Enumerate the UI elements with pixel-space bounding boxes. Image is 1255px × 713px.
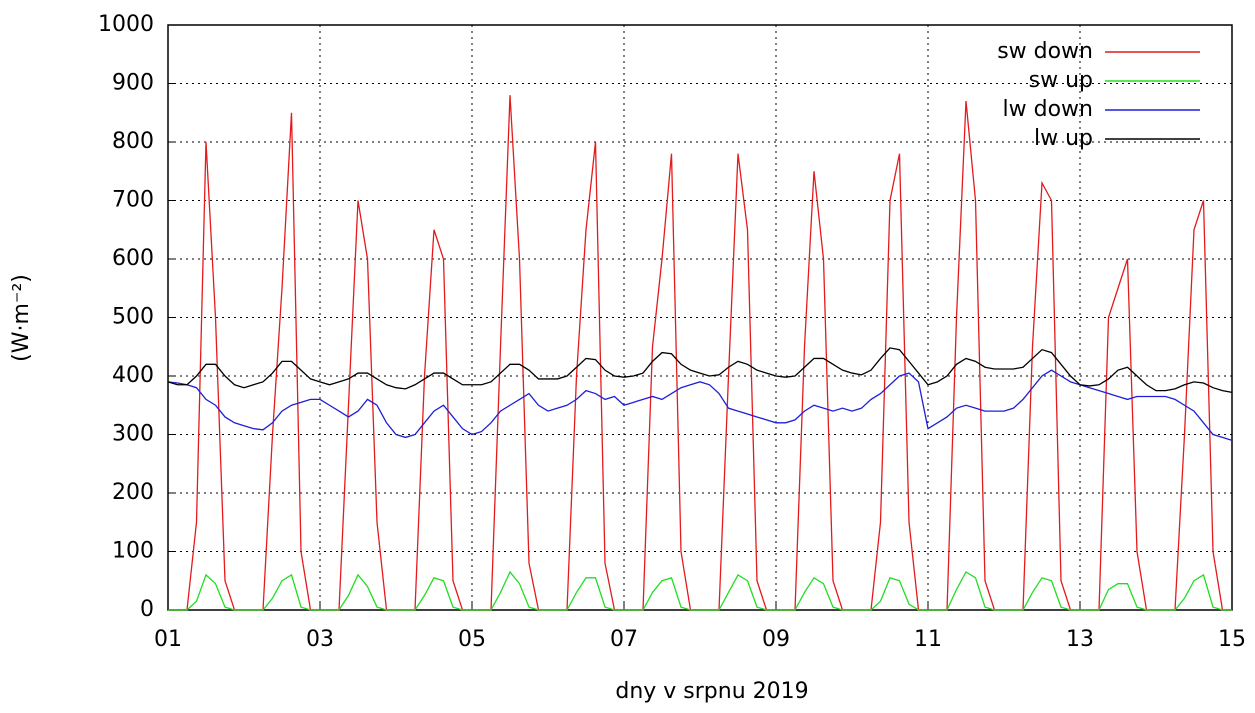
y-tick-label: 100 — [112, 539, 154, 564]
y-tick-label: 600 — [112, 246, 154, 271]
legend-label: lw down — [1003, 97, 1093, 122]
y-tick-label: 700 — [112, 188, 154, 213]
y-tick-label: 0 — [140, 597, 154, 622]
x-tick-label: 09 — [762, 627, 790, 652]
series-line — [167, 369, 1233, 441]
y-tick-label: 1000 — [98, 12, 154, 37]
x-tick-label: 01 — [154, 627, 182, 652]
x-tick-label: 13 — [1066, 627, 1094, 652]
x-tick-label: 07 — [610, 627, 638, 652]
series-line — [168, 95, 1232, 611]
x-axis-label: dny v srpnu 2019 — [615, 679, 808, 704]
series-line — [167, 347, 1233, 394]
y-tick-label: 300 — [112, 422, 154, 447]
y-tick-label: 900 — [112, 71, 154, 96]
series-line — [168, 570, 1232, 611]
x-tick-label: 11 — [914, 627, 942, 652]
legend-label: lw up — [1034, 126, 1093, 151]
y-tick-label: 400 — [112, 363, 154, 388]
y-tick-label: 800 — [112, 129, 154, 154]
y-tick-label: 500 — [112, 305, 154, 330]
x-tick-label: 03 — [306, 627, 334, 652]
y-axis-label: (W·m⁻²) — [9, 274, 34, 362]
legend-label: sw down — [997, 39, 1093, 64]
x-tick-label: 15 — [1218, 627, 1246, 652]
y-tick-label: 200 — [112, 480, 154, 505]
legend-label: sw up — [1029, 68, 1093, 93]
x-tick-label: 05 — [458, 627, 486, 652]
